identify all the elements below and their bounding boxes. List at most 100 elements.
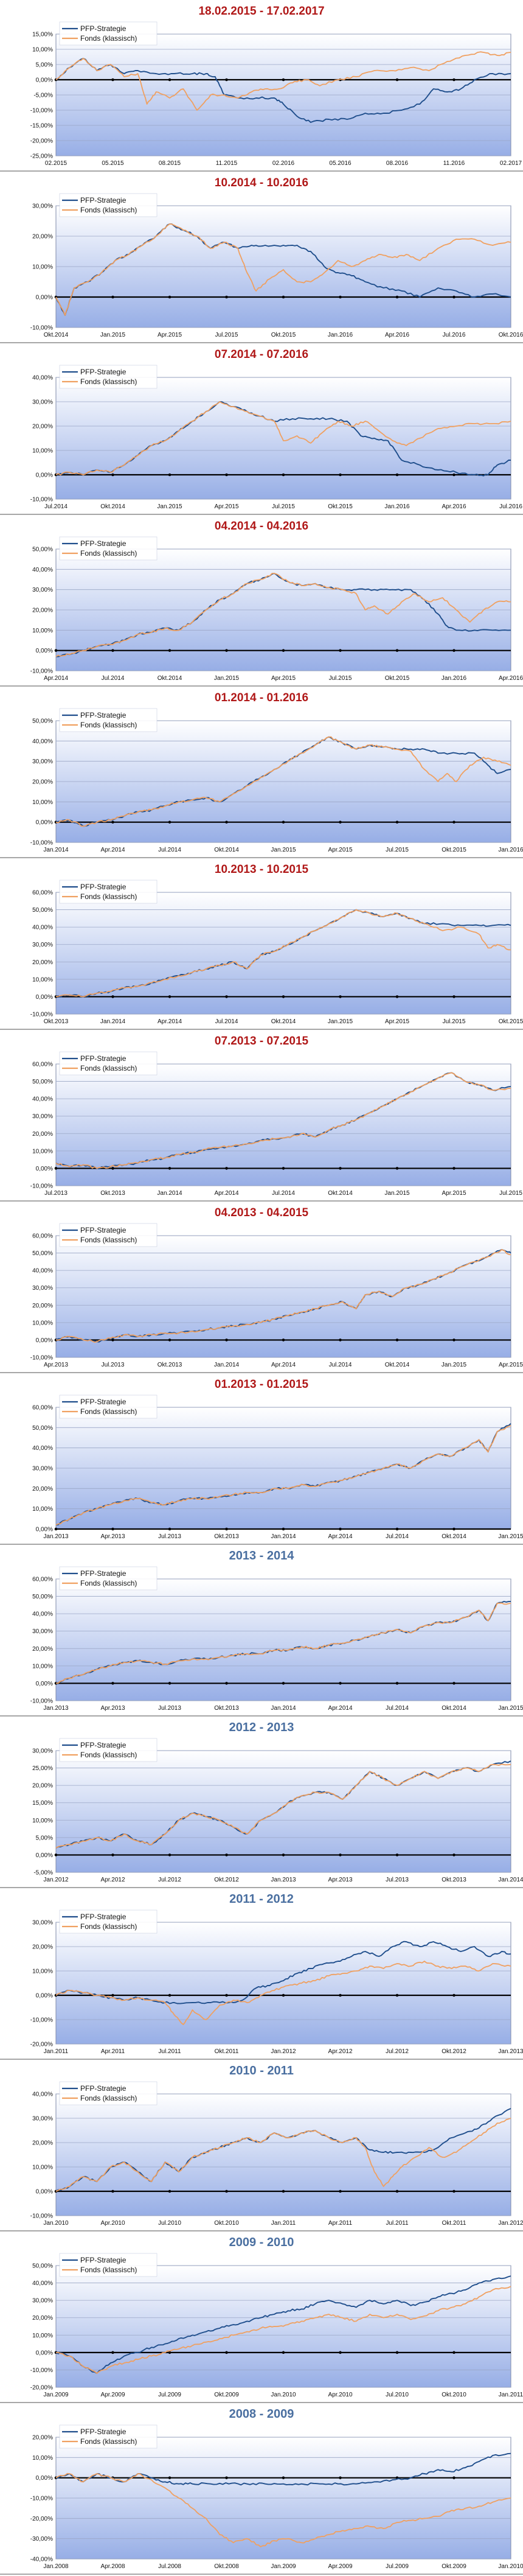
y-tick-label: 30,00% xyxy=(32,1113,53,1120)
x-tick-label: Jan.2012 xyxy=(43,1877,69,1883)
x-tick-label: Jul.2013 xyxy=(158,1533,181,1540)
y-tick-label: 25,00% xyxy=(32,1765,53,1772)
zero-marker xyxy=(395,995,399,998)
x-tick-label: Apr.2014 xyxy=(271,1362,296,1368)
y-tick-label: 20,00% xyxy=(32,1303,53,1309)
x-tick-label: 02.2015 xyxy=(45,160,68,167)
chart-title: 2011 - 2012 xyxy=(229,1892,294,1906)
x-tick-label: Jan.2014 xyxy=(271,1705,296,1712)
zero-marker xyxy=(395,821,399,824)
x-tick-label: Okt.2016 xyxy=(499,332,523,338)
zero-marker xyxy=(111,1682,114,1685)
y-tick-label: 30,00% xyxy=(32,942,53,948)
y-tick-label: 10,00% xyxy=(32,47,53,54)
chart-panel: 2013 - 2014 -10,00% 0,00% 10,00% 20,00% 30,00… xyxy=(0,1545,523,1717)
zero-marker xyxy=(282,1527,285,1531)
y-tick-label: 5,00% xyxy=(36,62,53,69)
zero-marker xyxy=(168,649,171,652)
x-tick-label: Okt.2010 xyxy=(442,2392,466,2398)
y-tick-label: -10,00% xyxy=(30,668,53,675)
zero-marker xyxy=(225,1339,228,1342)
zero-marker xyxy=(339,473,342,477)
zero-marker xyxy=(111,1527,114,1531)
y-tick-label: -10,00% xyxy=(30,497,53,503)
chart-panel: 2011 - 2012 -20,00% -10,00% 0,00% 10,00% 20,0… xyxy=(0,1888,523,2060)
x-tick-label: Apr.2013 xyxy=(100,1533,125,1540)
zero-marker xyxy=(111,649,114,652)
zero-marker xyxy=(282,995,285,998)
x-tick-label: Jul.2011 xyxy=(158,2048,181,2055)
zero-marker xyxy=(225,1853,228,1857)
y-tick-label: 0,00% xyxy=(36,2189,53,2196)
x-tick-label: Apr.2015 xyxy=(499,1362,523,1368)
x-tick-label: Jul.2014 xyxy=(272,1190,295,1197)
x-tick-label: Jan.2011 xyxy=(44,2048,69,2055)
zero-marker xyxy=(111,821,114,824)
y-tick-label: 60,00% xyxy=(32,1405,53,1412)
chart-panel: 07.2013 - 07.2015 -10,00% 0,00% 10,00% 20,00… xyxy=(0,1030,523,1202)
x-tick-label: Apr.2014 xyxy=(158,1018,182,1025)
x-tick-label: Okt.2009 xyxy=(442,2563,466,2570)
zero-marker xyxy=(395,473,399,477)
x-tick-label: Apr.2015 xyxy=(328,847,352,853)
zero-marker xyxy=(168,2351,171,2354)
x-tick-label: Okt.2014 xyxy=(385,1362,410,1368)
chart-panel: 07.2014 - 07.2016 -10,00% 0,00% 10,00% 20,00… xyxy=(0,343,523,515)
y-tick-label: 20,00% xyxy=(32,2435,53,2441)
y-tick-label: 40,00% xyxy=(32,738,53,745)
series-line-fund xyxy=(55,1425,511,1526)
x-tick-label: Jul.2015 xyxy=(499,1190,522,1197)
x-tick-label: Okt.2015 xyxy=(328,503,353,510)
x-tick-label: Okt.2013 xyxy=(442,1877,466,1883)
x-tick-label: Apr.2010 xyxy=(100,2220,125,2227)
x-tick-label: Jan.2016 xyxy=(442,675,467,682)
x-tick-label: Apr.2014 xyxy=(100,847,125,853)
y-tick-label: 50,00% xyxy=(32,2263,53,2270)
y-tick-label: 0,00% xyxy=(36,1852,53,1859)
zero-marker xyxy=(339,1339,342,1342)
y-tick-label: 30,00% xyxy=(32,2116,53,2123)
chart-panel: 10.2013 - 10.2015 -10,00% 0,00% 10,00% 20,00… xyxy=(0,858,523,1030)
x-tick-label: Jan.2015 xyxy=(442,1362,467,1368)
legend-box xyxy=(59,1738,158,1762)
legend-box xyxy=(59,2081,158,2105)
y-tick-label: -10,00% xyxy=(30,840,53,847)
y-tick-label: 0,00% xyxy=(36,648,53,654)
x-tick-label: Jul.2009 xyxy=(386,2563,409,2570)
y-tick-label: 10,00% xyxy=(32,1506,53,1513)
zero-marker xyxy=(339,2189,342,2193)
chart-panel: 04.2014 - 04.2016 -10,00% 0,00% 10,00% 20,00… xyxy=(0,515,523,687)
zero-marker xyxy=(168,2476,171,2479)
x-tick-label: Apr.2016 xyxy=(385,332,409,338)
zero-marker xyxy=(282,2189,285,2193)
legend-label: Fonds (klassisch) xyxy=(80,1579,137,1587)
chart-svg: 2013 - 2014 -10,00% 0,00% 10,00% 20,00% 30,00… xyxy=(0,1549,523,1717)
chart-title: 10.2014 - 10.2016 xyxy=(215,177,308,189)
x-tick-label: Apr.2012 xyxy=(328,2048,352,2055)
y-tick-label: 60,00% xyxy=(32,1577,53,1583)
chart-title: 10.2013 - 10.2015 xyxy=(215,863,309,876)
y-tick-label: 20,00% xyxy=(32,2315,53,2322)
x-tick-label: Jul.2016 xyxy=(499,503,522,510)
x-tick-label: Okt.2013 xyxy=(214,1705,239,1712)
zero-marker xyxy=(339,2351,342,2354)
x-tick-label: Okt.2012 xyxy=(214,1877,239,1883)
y-tick-label: 10,00% xyxy=(32,1320,53,1326)
y-tick-label: 60,00% xyxy=(32,1233,53,1240)
y-tick-label: -10,00% xyxy=(30,1355,53,1362)
y-tick-label: 10,00% xyxy=(32,2333,53,2339)
y-tick-label: -5,00% xyxy=(33,1870,53,1877)
y-tick-label: 60,00% xyxy=(32,1062,53,1068)
chart-svg: 2012 - 2013 -5,00% 0,00% 5,00% 10,00% 15,00% 2… xyxy=(0,1721,523,1888)
plot-area xyxy=(55,1750,511,1873)
zero-marker xyxy=(111,2351,114,2354)
x-tick-label: Jan.2009 xyxy=(43,2392,69,2398)
legend-label: PFP-Strategie xyxy=(80,24,126,33)
zero-marker xyxy=(225,821,228,824)
legend-label: Fonds (klassisch) xyxy=(80,2266,137,2274)
x-tick-label: Jul.2015 xyxy=(329,675,352,682)
y-tick-label: 50,00% xyxy=(32,718,53,725)
x-tick-label: Jan.2010 xyxy=(498,2563,523,2570)
x-tick-label: Okt.2015 xyxy=(499,1018,523,1025)
